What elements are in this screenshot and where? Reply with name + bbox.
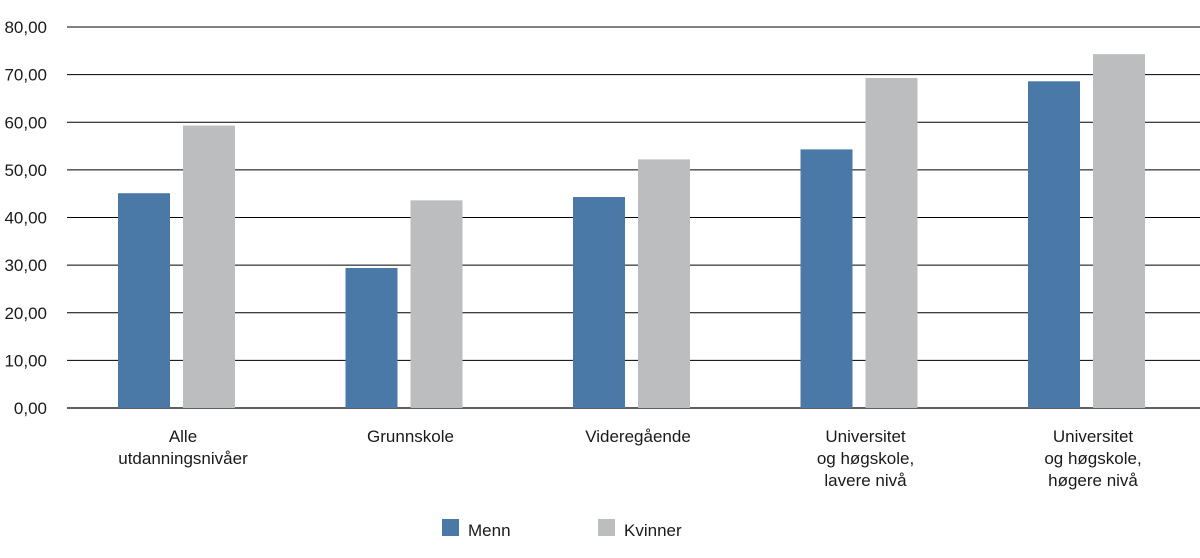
- x-category-label: Universitet: [825, 427, 906, 446]
- x-category-label: Universitet: [1053, 427, 1134, 446]
- x-axis-labels: Alle utdanningsnivåer Grunnskole Videregåen…: [118, 427, 1141, 490]
- y-tick-label: 10,00: [4, 351, 47, 370]
- y-tick-label: 80,00: [4, 18, 47, 37]
- bar-menn-4: [1028, 81, 1080, 408]
- y-tick-label: 40,00: [4, 209, 47, 228]
- legend-label-menn: Menn: [468, 521, 511, 540]
- x-category-label: og høgskole,: [817, 449, 914, 468]
- x-category-label: utdanningsnivåer: [118, 449, 248, 468]
- y-tick-label: 70,00: [4, 66, 47, 85]
- bar-menn-3: [800, 149, 853, 409]
- x-category-label: lavere nivå: [824, 471, 907, 490]
- x-category-label: Grunnskole: [367, 427, 454, 446]
- gridlines: [67, 26, 1200, 409]
- bar-kvinner-4: [1093, 54, 1145, 409]
- y-tick-label: 0,00: [14, 399, 47, 418]
- legend: Menn Kvinner: [442, 519, 682, 540]
- bar-kvinner-2: [638, 159, 690, 408]
- legend-swatch-menn: [442, 519, 459, 536]
- y-axis-ticks: 0,00 10,00 20,00 30,00 40,00 50,00 60,00 70,00 8…: [4, 18, 47, 418]
- bar-kvinner-0: [183, 125, 235, 409]
- y-tick-label: 60,00: [4, 113, 47, 132]
- bar-menn-0: [118, 193, 170, 408]
- y-tick-label: 50,00: [4, 161, 47, 180]
- legend-label-kvinner: Kvinner: [624, 521, 682, 540]
- bar-kvinner-1: [410, 200, 463, 408]
- bar-menn-2: [573, 197, 625, 408]
- x-category-label: høgere nivå: [1048, 471, 1138, 490]
- bar-kvinner-3: [865, 77, 918, 409]
- bar-menn-1: [345, 267, 398, 408]
- y-tick-label: 20,00: [4, 304, 47, 323]
- legend-swatch-kvinner: [598, 519, 615, 536]
- x-category-label: Alle: [169, 427, 197, 446]
- bars: [118, 54, 1145, 409]
- x-category-label: og høgskole,: [1044, 449, 1141, 468]
- x-category-label: Videregående: [585, 427, 691, 446]
- y-tick-label: 30,00: [4, 256, 47, 275]
